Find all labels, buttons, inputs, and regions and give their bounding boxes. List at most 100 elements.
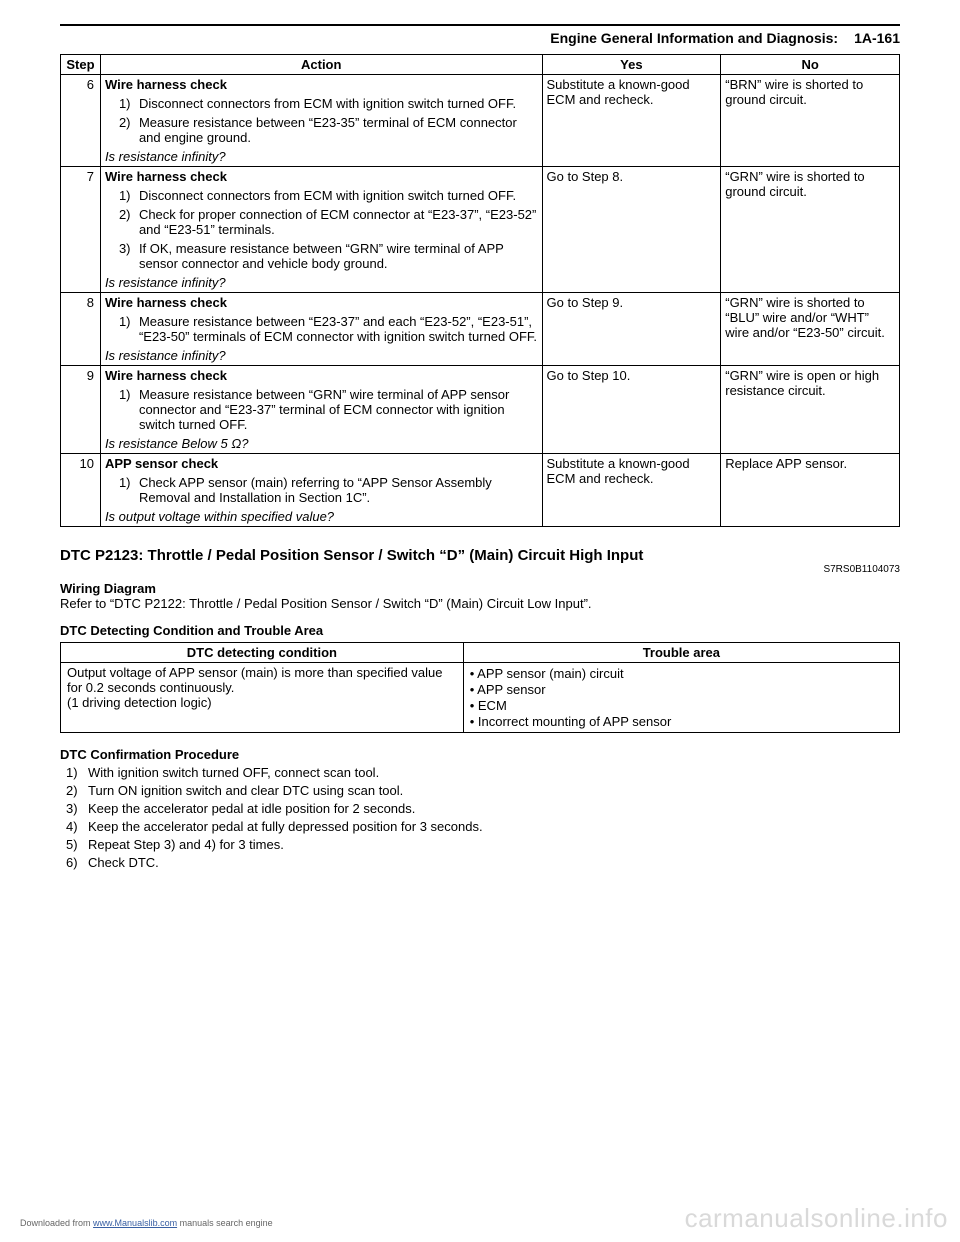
footer-prefix: Downloaded from bbox=[20, 1218, 93, 1228]
action-list: 1)Measure resistance between “GRN” wire … bbox=[119, 387, 538, 432]
action-cell: Wire harness check 1)Disconnect connector… bbox=[100, 75, 542, 167]
proc-item: 3)Keep the accelerator pedal at idle pos… bbox=[66, 801, 900, 816]
step-cell: 7 bbox=[61, 167, 101, 293]
action-item: 1)Check APP sensor (main) referring to “… bbox=[119, 475, 538, 505]
doc-id: S7RS0B1104073 bbox=[60, 564, 900, 575]
action-cell: APP sensor check1)Check APP sensor (main… bbox=[100, 454, 542, 527]
action-title: Wire harness check bbox=[105, 295, 538, 310]
action-title: Wire harness check bbox=[105, 77, 538, 92]
action-question: Is resistance Below 5 Ω? bbox=[105, 436, 538, 451]
yes-cell: Go to Step 9. bbox=[542, 293, 721, 366]
trouble-item: APP sensor (main) circuit bbox=[470, 666, 893, 681]
no-cell: Replace APP sensor. bbox=[721, 454, 900, 527]
action-num: 1) bbox=[119, 188, 139, 203]
proc-text: Keep the accelerator pedal at fully depr… bbox=[88, 819, 483, 834]
th-yes: Yes bbox=[542, 55, 721, 75]
table-row: 10APP sensor check1)Check APP sensor (ma… bbox=[61, 454, 900, 527]
no-cell: “GRN” wire is open or high resistance ci… bbox=[721, 366, 900, 454]
trouble-item: APP sensor bbox=[470, 682, 893, 697]
yes-cell: Go to Step 8. bbox=[542, 167, 721, 293]
yes-cell: Substitute a known-good ECM and recheck. bbox=[542, 75, 721, 167]
top-rule bbox=[60, 24, 900, 26]
footer-link[interactable]: www.Manualslib.com bbox=[93, 1218, 177, 1228]
action-item: 1)Measure resistance between “E23-37” an… bbox=[119, 314, 538, 344]
diag-header-row: Step Action Yes No bbox=[61, 55, 900, 75]
table-row: 9 Wire harness check 1)Measure resistance … bbox=[61, 366, 900, 454]
cond-line-2: (1 driving detection logic) bbox=[67, 695, 457, 710]
action-title: Wire harness check bbox=[105, 169, 538, 184]
trouble-table: DTC detecting condition Trouble area Out… bbox=[60, 642, 900, 733]
page-header: Engine General Information and Diagnosis… bbox=[60, 30, 900, 46]
action-list: 1)Check APP sensor (main) referring to “… bbox=[119, 475, 538, 505]
action-text: Disconnect connectors from ECM with igni… bbox=[139, 188, 516, 203]
action-list: 1)Disconnect connectors from ECM with ig… bbox=[119, 188, 538, 271]
action-num: 2) bbox=[119, 207, 139, 237]
dtc-section-title: DTC P2123: Throttle / Pedal Position Sen… bbox=[60, 547, 900, 564]
th-trouble: Trouble area bbox=[463, 643, 899, 663]
header-page: 1A-161 bbox=[854, 30, 900, 46]
trouble-row: Output voltage of APP sensor (main) is m… bbox=[61, 663, 900, 733]
proc-text: With ignition switch turned OFF, connect… bbox=[88, 765, 379, 780]
watermark: carmanualsonline.info bbox=[685, 1203, 948, 1234]
table-row: 8 Wire harness check 1)Measure resistance … bbox=[61, 293, 900, 366]
action-item: 1)Disconnect connectors from ECM with ig… bbox=[119, 188, 538, 203]
trouble-item: Incorrect mounting of APP sensor bbox=[470, 714, 893, 729]
action-item: 1)Measure resistance between “GRN” wire … bbox=[119, 387, 538, 432]
cond-line-1: Output voltage of APP sensor (main) is m… bbox=[67, 665, 457, 695]
action-num: 3) bbox=[119, 241, 139, 271]
action-num: 1) bbox=[119, 96, 139, 111]
proc-num: 6) bbox=[66, 855, 88, 870]
action-item: 2)Measure resistance between “E23-35” te… bbox=[119, 115, 538, 145]
action-item: 1)Disconnect connectors from ECM with ig… bbox=[119, 96, 538, 111]
proc-text: Repeat Step 3) and 4) for 3 times. bbox=[88, 837, 284, 852]
action-cell: Wire harness check 1)Measure resistance b… bbox=[100, 366, 542, 454]
action-question: Is output voltage within specified value… bbox=[105, 509, 538, 524]
step-cell: 8 bbox=[61, 293, 101, 366]
step-cell: 10 bbox=[61, 454, 101, 527]
action-num: 1) bbox=[119, 387, 139, 432]
action-text: Measure resistance between “E23-35” term… bbox=[139, 115, 538, 145]
yes-cell: Substitute a known-good ECM and recheck. bbox=[542, 454, 721, 527]
th-action: Action bbox=[100, 55, 542, 75]
confirm-title: DTC Confirmation Procedure bbox=[60, 747, 900, 762]
yes-cell: Go to Step 10. bbox=[542, 366, 721, 454]
action-num: 1) bbox=[119, 314, 139, 344]
step-cell: 6 bbox=[61, 75, 101, 167]
proc-num: 4) bbox=[66, 819, 88, 834]
proc-item: 2)Turn ON ignition switch and clear DTC … bbox=[66, 783, 900, 798]
action-text: Measure resistance between “E23-37” and … bbox=[139, 314, 538, 344]
action-question: Is resistance infinity? bbox=[105, 149, 538, 164]
action-text: Measure resistance between “GRN” wire te… bbox=[139, 387, 538, 432]
diagnosis-table: Step Action Yes No 6 Wire harness check 1)… bbox=[60, 54, 900, 527]
table-row: 6 Wire harness check 1)Disconnect connecto… bbox=[61, 75, 900, 167]
th-cond: DTC detecting condition bbox=[61, 643, 464, 663]
th-no: No bbox=[721, 55, 900, 75]
no-cell: “GRN” wire is shorted to ground circuit. bbox=[721, 167, 900, 293]
action-item: 2)Check for proper connection of ECM con… bbox=[119, 207, 538, 237]
no-cell: “GRN” wire is shorted to “BLU” wire and/… bbox=[721, 293, 900, 366]
trouble-header-row: DTC detecting condition Trouble area bbox=[61, 643, 900, 663]
trouble-list: APP sensor (main) circuitAPP sensorECMIn… bbox=[470, 666, 893, 729]
table-row: 7 Wire harness check 1)Disconnect connecto… bbox=[61, 167, 900, 293]
action-question: Is resistance infinity? bbox=[105, 275, 538, 290]
proc-num: 3) bbox=[66, 801, 88, 816]
proc-item: 6)Check DTC. bbox=[66, 855, 900, 870]
proc-num: 1) bbox=[66, 765, 88, 780]
action-text: Check APP sensor (main) referring to “AP… bbox=[139, 475, 538, 505]
proc-num: 5) bbox=[66, 837, 88, 852]
step-cell: 9 bbox=[61, 366, 101, 454]
trouble-item: ECM bbox=[470, 698, 893, 713]
action-list: 1)Measure resistance between “E23-37” an… bbox=[119, 314, 538, 344]
action-cell: Wire harness check 1)Disconnect connector… bbox=[100, 167, 542, 293]
action-question: Is resistance infinity? bbox=[105, 348, 538, 363]
action-title: Wire harness check bbox=[105, 368, 538, 383]
action-list: 1)Disconnect connectors from ECM with ig… bbox=[119, 96, 538, 145]
footer-suffix: manuals search engine bbox=[177, 1218, 273, 1228]
wiring-title: Wiring Diagram bbox=[60, 581, 900, 596]
proc-item: 1)With ignition switch turned OFF, conne… bbox=[66, 765, 900, 780]
proc-item: 5)Repeat Step 3) and 4) for 3 times. bbox=[66, 837, 900, 852]
action-cell: Wire harness check 1)Measure resistance b… bbox=[100, 293, 542, 366]
no-cell: “BRN” wire is shorted to ground circuit. bbox=[721, 75, 900, 167]
dtc-cond-title: DTC Detecting Condition and Trouble Area bbox=[60, 623, 900, 638]
proc-text: Check DTC. bbox=[88, 855, 159, 870]
